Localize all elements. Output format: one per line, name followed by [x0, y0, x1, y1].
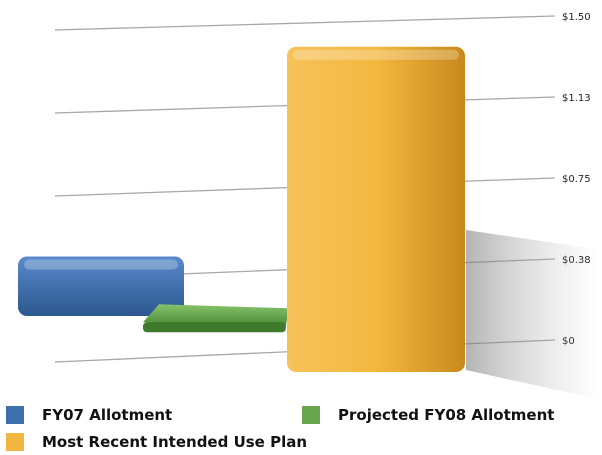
bar-most-recent-intended-use-plan-highlight: [293, 49, 459, 60]
legend-swatch-fy07: [6, 406, 24, 424]
legend-label-intended-use-plan: Most Recent Intended Use Plan: [42, 433, 308, 451]
y-tick-label: $1.50: [562, 12, 591, 23]
bar-most-recent-intended-use-plan: [287, 46, 465, 373]
bar-fy07-allotment: [18, 256, 184, 316]
y-tick-label: $0.75: [562, 174, 591, 185]
legend-item-intended-use-plan: Most Recent Intended Use Plan: [6, 433, 307, 451]
bar-chart: $0$0.38$0.75$1.13$1.50: [18, 12, 602, 400]
bar-fy07-allotment-highlight: [24, 259, 178, 270]
legend-item-fy08: Projected FY08 Allotment: [302, 406, 554, 424]
legend-item-fy07: FY07 Allotment: [6, 406, 172, 424]
legend-label-fy07: FY07 Allotment: [42, 406, 173, 424]
bar-projected-fy08-allotment-edge: [143, 322, 286, 333]
gridline: [54, 15, 556, 31]
bar-projected-fy08-allotment: [143, 304, 289, 327]
legend-swatch-fy08: [302, 406, 320, 424]
bar-shadow: [466, 230, 602, 400]
legend-swatch-intended-use-plan: [6, 433, 24, 451]
legend-label-fy08: Projected FY08 Allotment: [338, 406, 555, 424]
legend: FY07 Allotment Projected FY08 Allotment …: [0, 400, 602, 455]
y-tick-label: $1.13: [562, 93, 591, 104]
